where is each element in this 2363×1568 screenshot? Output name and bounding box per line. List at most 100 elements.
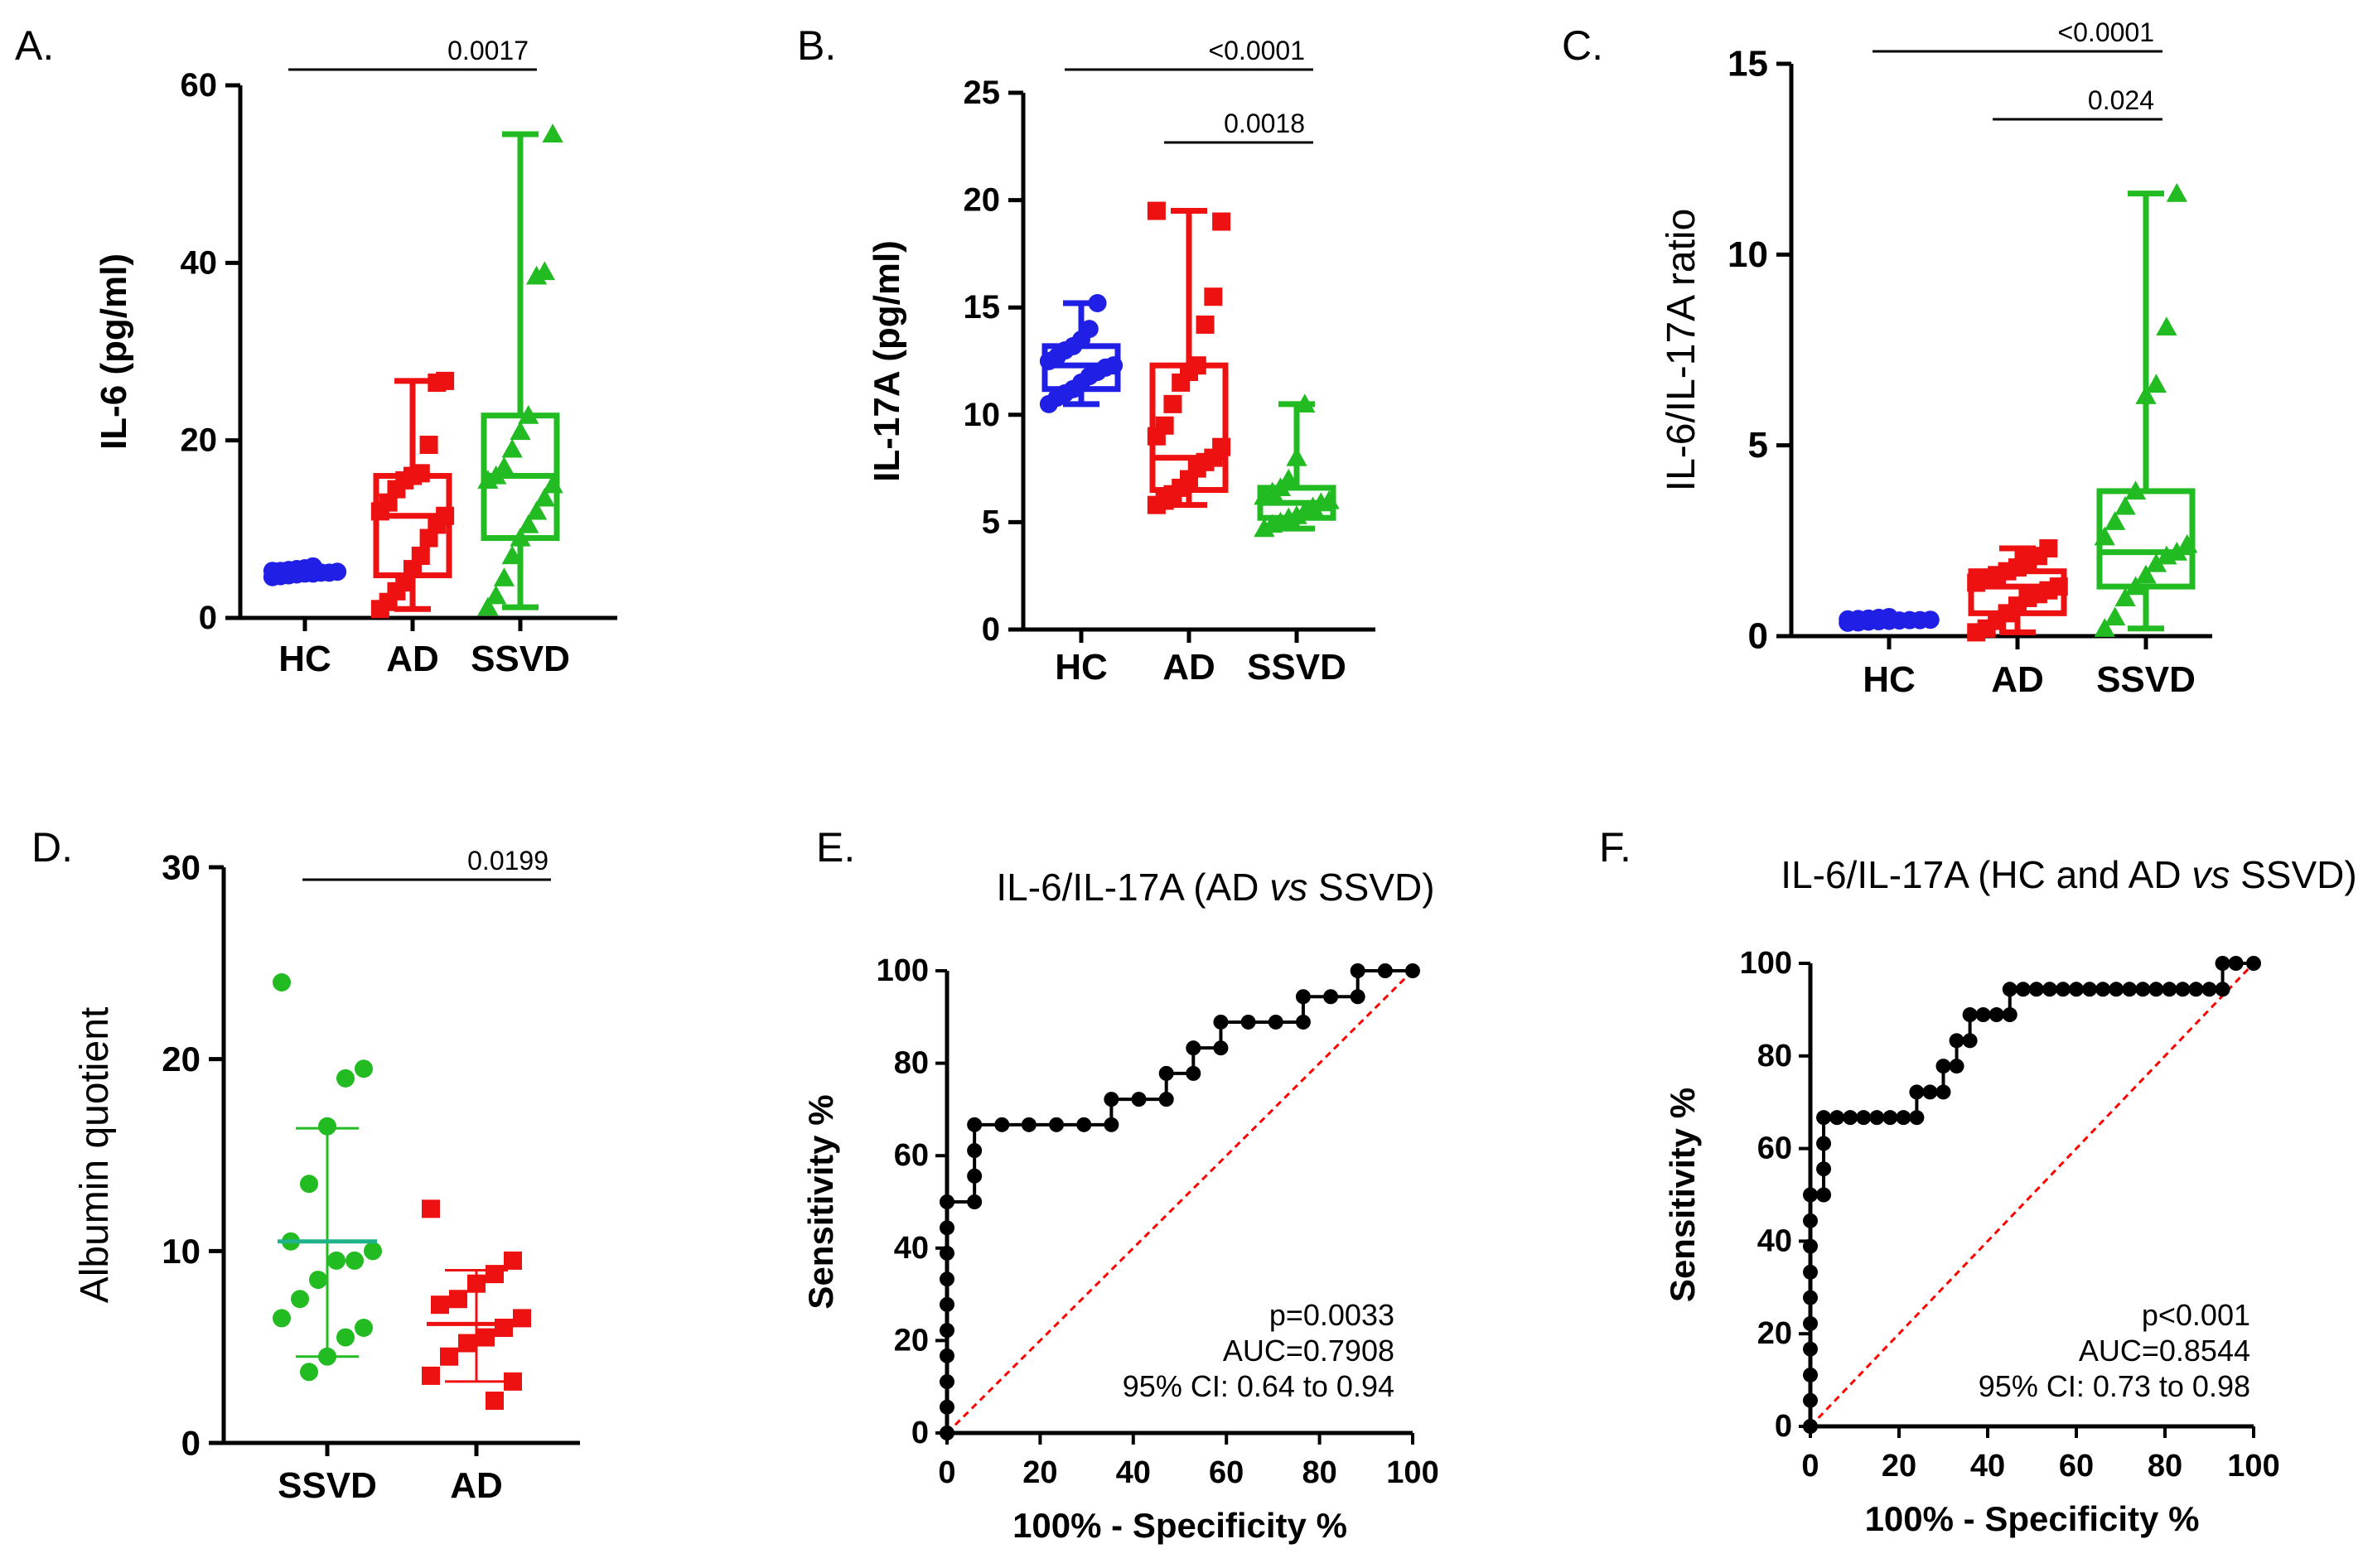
data-point: [495, 1319, 513, 1337]
x-tick-label: 40: [1970, 1449, 2005, 1484]
roc-point: [2002, 982, 2017, 997]
chart-title: IL-6/IL-17A (HC and AD vs SSVD): [1781, 853, 2356, 896]
roc-point: [2015, 982, 2031, 997]
data-point: [1187, 356, 1206, 375]
data-point: [440, 1347, 458, 1366]
y-tick-label: 40: [1757, 1223, 1792, 1258]
data-point: [518, 514, 539, 533]
data-point: [486, 1392, 504, 1411]
roc-point: [1803, 1213, 1818, 1228]
roc-point: [2246, 956, 2261, 971]
p-value-label: 0.024: [2088, 85, 2154, 115]
p-value-label: <0.0001: [2057, 17, 2154, 47]
panel-b: B. 0 5 10 15 20 25 IL-17A (pg/ml) HC AD SSVD <0.000…: [797, 22, 1375, 688]
y-tick-label: 80: [1757, 1039, 1792, 1073]
data-point: [1155, 416, 1174, 435]
data-point: [2177, 533, 2198, 553]
y-tick-label: 20: [1757, 1316, 1792, 1351]
group-hc: [1039, 294, 1124, 413]
roc-point: [1803, 1315, 1818, 1331]
data-point: [534, 261, 555, 281]
roc-point: [1803, 1419, 1818, 1434]
y-tick-label: 10: [964, 397, 1001, 433]
title-part: SSVD): [1307, 866, 1434, 909]
data-point: [355, 1059, 373, 1078]
data-point: [355, 1319, 373, 1337]
x-axis-title: 100% - Specificity %: [1012, 1506, 1347, 1545]
data-point: [518, 405, 539, 424]
title-part: IL-6/IL-17A (HC and AD: [1781, 853, 2191, 896]
data-point: [431, 1295, 449, 1315]
roc-point: [2188, 982, 2204, 997]
data-point: [486, 1265, 504, 1284]
roc-point: [2122, 982, 2138, 997]
roc-point: [1803, 1341, 1818, 1357]
roc-point: [1816, 1187, 1832, 1203]
data-point: [1080, 320, 1099, 339]
data-point: [449, 1290, 467, 1309]
roc-point: [2042, 982, 2057, 997]
y-tick-label: 40: [894, 1231, 929, 1266]
data-point: [1104, 356, 1124, 375]
roc-point: [1213, 1014, 1229, 1030]
data-point: [2104, 511, 2126, 530]
data-point: [336, 1328, 355, 1347]
roc-point: [994, 1117, 1010, 1132]
x-category-label: SSVD: [2096, 659, 2196, 700]
roc-point: [1803, 1367, 1818, 1382]
panel-letter: E.: [816, 824, 855, 871]
title-part: IL-6/IL-17A (AD: [996, 866, 1269, 909]
stats-annotation: 95% CI: 0.64 to 0.94: [1123, 1369, 1394, 1403]
x-tick-label: 40: [1116, 1455, 1151, 1490]
data-point: [510, 527, 531, 547]
data-point: [2135, 385, 2157, 404]
data-point: [1278, 468, 1299, 488]
data-point: [510, 421, 531, 441]
stats-annotation: 95% CI: 0.73 to 0.98: [1979, 1369, 2250, 1403]
roc-point: [1377, 963, 1393, 978]
roc-point: [2228, 956, 2244, 971]
y-tick-label: 0: [982, 611, 1000, 648]
data-point: [300, 1363, 318, 1382]
roc-point: [1350, 989, 1365, 1005]
y-axis-title: Albumin quotient: [73, 1007, 117, 1304]
y-tick-label: 10: [1728, 234, 1768, 275]
roc-point: [1240, 1014, 1256, 1030]
data-point: [1163, 394, 1182, 413]
data-point: [501, 545, 523, 565]
y-tick-label: 0: [181, 1424, 201, 1463]
group-hc: [263, 557, 347, 586]
y-tick-label: 5: [982, 504, 1000, 540]
data-point: [1212, 437, 1231, 456]
roc-point: [967, 1143, 983, 1159]
data-point: [318, 1117, 336, 1136]
roc-point: [1295, 989, 1311, 1005]
x-tick-label: 100: [2227, 1449, 2279, 1484]
p-value-label: <0.0001: [1208, 36, 1305, 65]
roc-point: [1213, 1040, 1229, 1056]
y-tick-label: 0: [911, 1416, 929, 1450]
data-point: [1088, 294, 1107, 313]
data-point: [525, 500, 548, 520]
roc-point: [940, 1220, 954, 1236]
data-point: [422, 1199, 440, 1218]
data-point: [542, 123, 563, 143]
roc-point: [940, 1323, 954, 1339]
y-tick-label: 60: [181, 67, 218, 104]
roc-point: [1049, 1117, 1065, 1132]
roc-point: [1843, 1110, 1858, 1126]
roc-point: [2109, 982, 2124, 997]
data-point: [2135, 564, 2157, 584]
data-point: [476, 1328, 495, 1347]
y-axis-title: IL-6 (pg/ml): [94, 253, 134, 450]
y-tick-label: 20: [162, 1040, 201, 1078]
group-ssvd: [1254, 393, 1340, 538]
data-point: [273, 973, 291, 991]
roc-point: [1186, 1040, 1201, 1056]
roc-point: [2148, 982, 2164, 997]
p-value-label: 0.0017: [447, 36, 529, 65]
roc-point: [1803, 1238, 1818, 1254]
data-point: [1318, 490, 1340, 509]
x-category-label: AD: [450, 1465, 503, 1506]
data-point: [436, 371, 455, 390]
